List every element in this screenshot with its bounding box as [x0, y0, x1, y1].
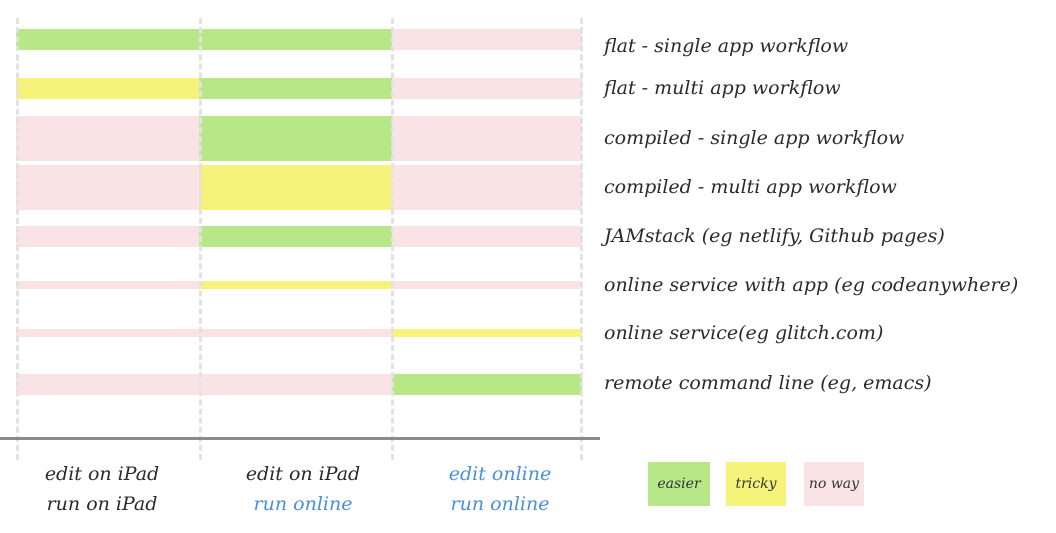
legend-no-way: no way	[804, 462, 864, 506]
cell-r3-c1-no-way	[16, 115, 199, 161]
cell-r5-c1-no-way	[16, 225, 199, 247]
row-label-2: flat - multi app workflow	[604, 77, 841, 99]
cell-r4-c2-tricky	[199, 164, 392, 210]
column-label-3: edit online run online	[405, 459, 595, 519]
column-label-3-line2: run online	[450, 493, 550, 515]
row-label-4: compiled - multi app workflow	[604, 176, 897, 198]
column-label-3-line1: edit online	[448, 463, 552, 485]
column-divider-4	[580, 18, 583, 460]
cell-r6-c3-no-way	[392, 281, 582, 289]
cell-r7-c3-tricky	[392, 329, 582, 337]
cell-r3-c3-no-way	[392, 115, 582, 161]
row-label-1: flat - single app workflow	[604, 35, 849, 57]
cell-r8-c2-no-way	[199, 373, 392, 395]
row-label-3: compiled - single app workflow	[604, 127, 905, 149]
cell-r1-c2-easier	[199, 28, 392, 50]
cell-r3-c2-easier	[199, 115, 392, 161]
column-label-1: edit on iPad run on iPad	[7, 459, 197, 519]
legend-easier: easier	[648, 462, 710, 506]
cell-r6-c1-no-way	[16, 281, 199, 289]
cell-r5-c2-easier	[199, 225, 392, 247]
cell-r7-c1-no-way	[16, 329, 199, 337]
cell-r6-c2-tricky	[199, 281, 392, 289]
cell-r2-c2-easier	[199, 77, 392, 99]
row-label-7: online service(eg glitch.com)	[604, 322, 884, 344]
column-label-2-line2: run online	[253, 493, 353, 515]
column-label-2: edit on iPad run online	[208, 459, 398, 519]
column-label-2-line1: edit on iPad	[245, 463, 361, 485]
row-label-8: remote command line (eg, emacs)	[604, 372, 932, 394]
legend-tricky: tricky	[726, 462, 786, 506]
cell-r1-c1-easier	[16, 28, 199, 50]
column-divider-1	[16, 18, 19, 460]
cell-r8-c3-easier	[392, 373, 582, 395]
baseline-rule	[0, 437, 600, 440]
cell-r2-c1-tricky	[16, 77, 199, 99]
cell-r5-c3-no-way	[392, 225, 582, 247]
cell-r4-c3-no-way	[392, 164, 582, 210]
column-label-1-line1: edit on iPad	[44, 463, 160, 485]
cell-r2-c3-no-way	[392, 77, 582, 99]
column-divider-2	[199, 18, 202, 460]
cell-r4-c1-no-way	[16, 164, 199, 210]
column-label-1-line2: run on iPad	[46, 493, 158, 515]
cell-r8-c1-no-way	[16, 373, 199, 395]
column-divider-3	[391, 18, 394, 460]
row-label-6: online service with app (eg codeanywhere…	[604, 274, 1019, 296]
cell-r1-c3-no-way	[392, 28, 582, 50]
row-label-5: JAMstack (eg netlify, Github pages)	[604, 225, 945, 247]
cell-r7-c2-no-way	[199, 329, 392, 337]
